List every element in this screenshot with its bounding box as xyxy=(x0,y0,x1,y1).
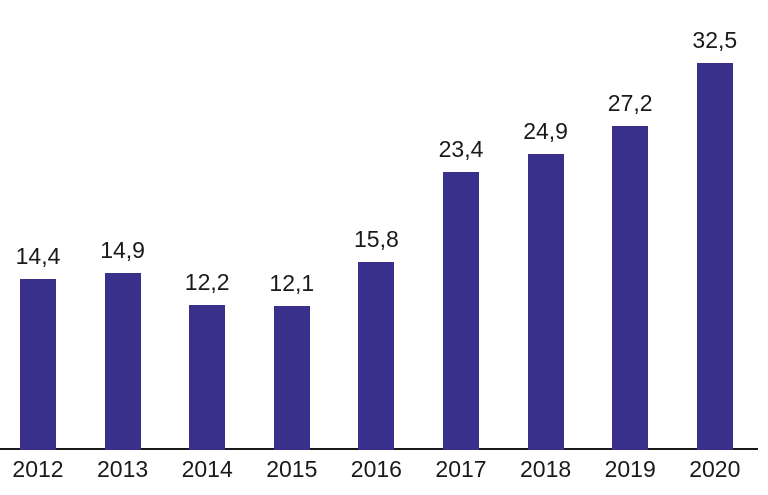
bar-value-label: 12,2 xyxy=(184,269,230,295)
bar-group: 14,4 xyxy=(16,239,60,450)
x-tick-label: 2016 xyxy=(350,456,402,482)
bar-value-label: 27,2 xyxy=(607,90,653,116)
bar xyxy=(612,126,649,450)
bar-value-label: 12,1 xyxy=(269,270,315,296)
bar-group: 23,4 xyxy=(439,132,483,450)
bar-group: 15,8 xyxy=(354,222,399,450)
x-tick-label: 2014 xyxy=(181,456,233,482)
bar xyxy=(527,154,564,450)
bar-group: 14,9 xyxy=(100,233,145,450)
bar-value-label: 14,4 xyxy=(15,243,61,269)
bar xyxy=(20,279,56,450)
bar xyxy=(443,172,479,450)
bar-value-label: 24,9 xyxy=(523,118,568,144)
bar xyxy=(104,273,141,450)
x-tick-label: 2013 xyxy=(97,456,149,482)
bar-group: 32,5 xyxy=(692,23,737,450)
bar-group: 24,9 xyxy=(523,114,568,450)
x-tick-label: 2018 xyxy=(520,456,572,482)
bar xyxy=(273,306,310,450)
bar-group: 27,2 xyxy=(608,86,653,450)
x-tick-label: 2017 xyxy=(435,456,487,482)
bar xyxy=(358,262,395,450)
x-tick-label: 2020 xyxy=(689,456,741,482)
bar-group: 12,2 xyxy=(185,265,230,450)
x-tick-label: 2019 xyxy=(604,456,656,482)
bar xyxy=(696,63,733,450)
x-tick-label: 2015 xyxy=(266,456,318,482)
bar-value-label: 32,5 xyxy=(692,27,738,53)
bar-group: 12,1 xyxy=(269,266,314,450)
bar-value-label: 15,8 xyxy=(354,226,399,252)
bar xyxy=(189,305,226,450)
bar-value-label: 23,4 xyxy=(438,136,484,162)
bar-value-label: 14,9 xyxy=(100,237,145,263)
x-tick-label: 2012 xyxy=(12,456,64,482)
